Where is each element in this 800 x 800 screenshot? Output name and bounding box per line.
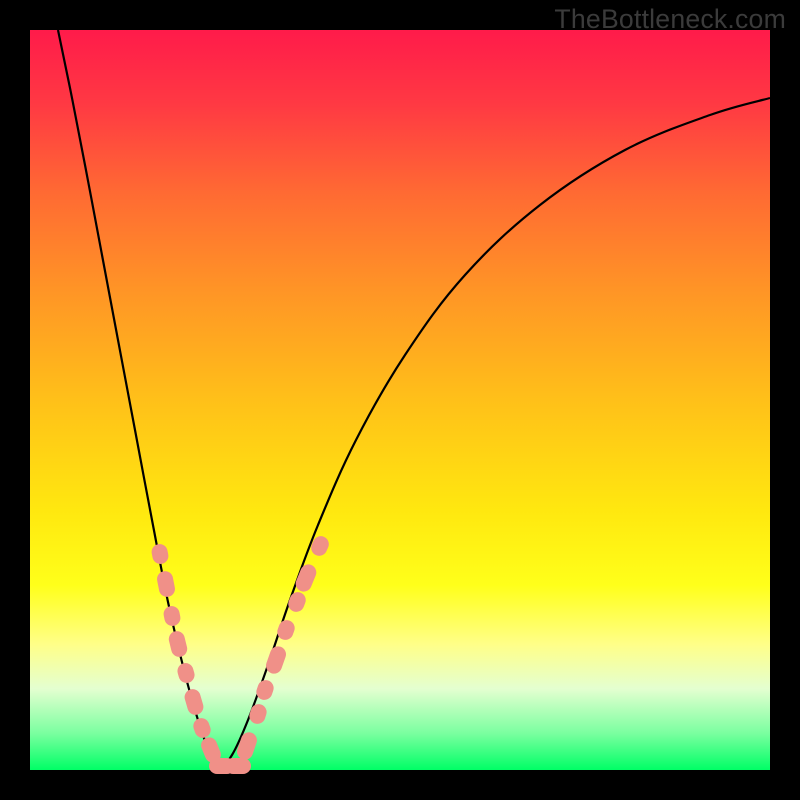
chart-container: TheBottleneck.com [0, 0, 800, 800]
chart-svg [0, 0, 800, 800]
watermark-text: TheBottleneck.com [554, 4, 786, 35]
marker-capsule [225, 758, 251, 774]
chart-plot-bg [30, 30, 770, 770]
